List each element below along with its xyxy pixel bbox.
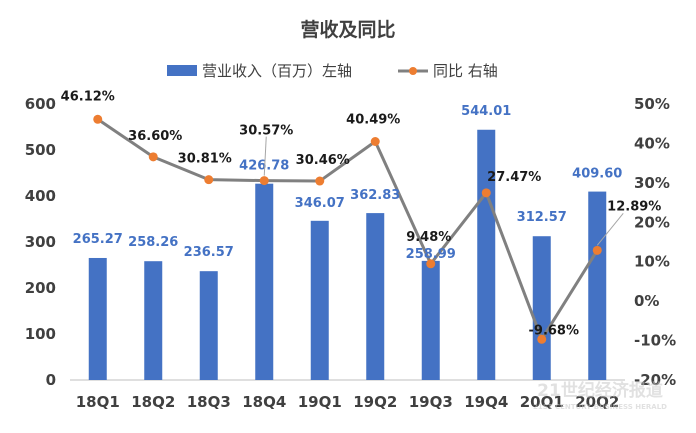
yoy-point — [148, 152, 158, 162]
bar — [588, 191, 607, 380]
category-label: 18Q3 — [187, 393, 231, 411]
line-data-label: 12.89% — [607, 199, 661, 214]
line-series — [93, 114, 602, 344]
line-data-label: 30.46% — [296, 153, 350, 168]
yoy-point — [481, 188, 491, 198]
watermark-subtext: 21ST CENTURY BUSINESS HERALD — [533, 403, 667, 411]
legend-label-revenue: 营业收入（百万）左轴 — [202, 62, 352, 80]
bar-data-label: 544.01 — [461, 104, 511, 119]
bar-data-label: 258.26 — [128, 235, 178, 250]
bar — [199, 271, 218, 380]
yoy-point — [315, 176, 325, 186]
bar — [88, 257, 107, 380]
yoy-point — [204, 175, 214, 185]
yoy-point — [426, 259, 436, 269]
legend-label-yoy: 同比 右轴 — [433, 62, 498, 80]
right-tick-label: 30% — [634, 174, 670, 192]
left-tick-label: 500 — [25, 141, 56, 159]
left-tick-label: 100 — [25, 325, 56, 343]
legend-marker-yoy — [409, 67, 417, 75]
category-label: 18Q1 — [76, 393, 120, 411]
label-leader-line — [263, 136, 267, 176]
line-data-label: 40.49% — [346, 112, 400, 127]
watermark-text: 21世纪经济报道 — [537, 380, 663, 401]
left-tick-label: 300 — [25, 233, 56, 251]
yoy-point — [537, 334, 547, 344]
bar-data-label: 312.57 — [517, 210, 567, 225]
bar — [532, 236, 551, 380]
category-label: 19Q2 — [353, 393, 397, 411]
label-leader-line — [596, 213, 624, 246]
right-tick-label: -10% — [634, 332, 676, 350]
bar-series — [88, 129, 607, 380]
bar-data-label: 409.60 — [572, 167, 622, 182]
bar — [366, 213, 385, 380]
yoy-line — [96, 118, 599, 341]
watermark: 21世纪经济报道 21ST CENTURY BUSINESS HERALD — [533, 380, 667, 411]
left-tick-label: 400 — [25, 187, 56, 205]
bar-data-label: 236.57 — [184, 245, 234, 260]
right-tick-label: 20% — [634, 213, 670, 231]
category-label: 18Q4 — [242, 393, 286, 411]
category-label: 19Q3 — [409, 393, 453, 411]
category-axis: 18Q1 18Q2 18Q3 18Q4 19Q1 19Q2 19Q3 19Q4 20Q1 20Q2 — [76, 393, 620, 411]
left-tick-label: 200 — [25, 279, 56, 297]
line-data-labels: 46.12% 36.60% 30.81% 30.57%30.46% 40.49% 9.48… — [61, 89, 662, 338]
category-label: 20Q2 — [575, 393, 619, 411]
yoy-point — [370, 136, 380, 146]
right-tick-label: 50% — [634, 95, 670, 113]
line-data-label: 30.81% — [178, 152, 232, 167]
bar — [421, 260, 440, 380]
bar — [310, 220, 329, 380]
chart-title: 营收及同比 — [300, 18, 395, 41]
yoy-point — [592, 245, 602, 255]
bar-data-label: 258.99 — [406, 247, 456, 262]
line-data-label: -9.68% — [529, 323, 580, 338]
category-label: 19Q4 — [464, 393, 508, 411]
legend-swatch-revenue — [167, 65, 197, 76]
right-tick-label: 0% — [634, 292, 659, 310]
bar-data-label: 362.83 — [350, 188, 400, 203]
bar — [144, 261, 163, 380]
category-label: 20Q1 — [520, 393, 564, 411]
left-axis: 0 100 200 300 400 500 600 — [25, 95, 56, 389]
right-tick-label: -20% — [634, 371, 676, 389]
line-data-label: 36.60% — [128, 129, 182, 144]
category-label: 18Q2 — [131, 393, 175, 411]
legend: 营业收入（百万）左轴 同比 右轴 — [167, 62, 498, 80]
line-data-label: 9.48% — [406, 230, 451, 245]
bar-data-label: 346.07 — [295, 196, 345, 211]
bar — [255, 183, 274, 380]
yoy-point — [93, 114, 103, 124]
left-tick-label: 0 — [46, 371, 56, 389]
bar-data-label: 265.27 — [73, 232, 123, 247]
bar-data-labels: 265.27258.26236.57426.78346.07362.83258.… — [73, 104, 623, 262]
right-axis: -20% -10% 0% 10% 20% 30% 40% 50% — [634, 95, 676, 389]
right-tick-label: 10% — [634, 253, 670, 271]
line-data-label: 46.12% — [61, 89, 115, 104]
line-data-label: 27.47% — [487, 170, 541, 185]
bar — [477, 129, 496, 380]
right-tick-label: 40% — [634, 134, 670, 152]
yoy-point — [259, 176, 269, 186]
line-data-label: 30.57% — [239, 124, 293, 139]
category-label: 19Q1 — [298, 393, 342, 411]
left-tick-label: 600 — [25, 95, 56, 113]
